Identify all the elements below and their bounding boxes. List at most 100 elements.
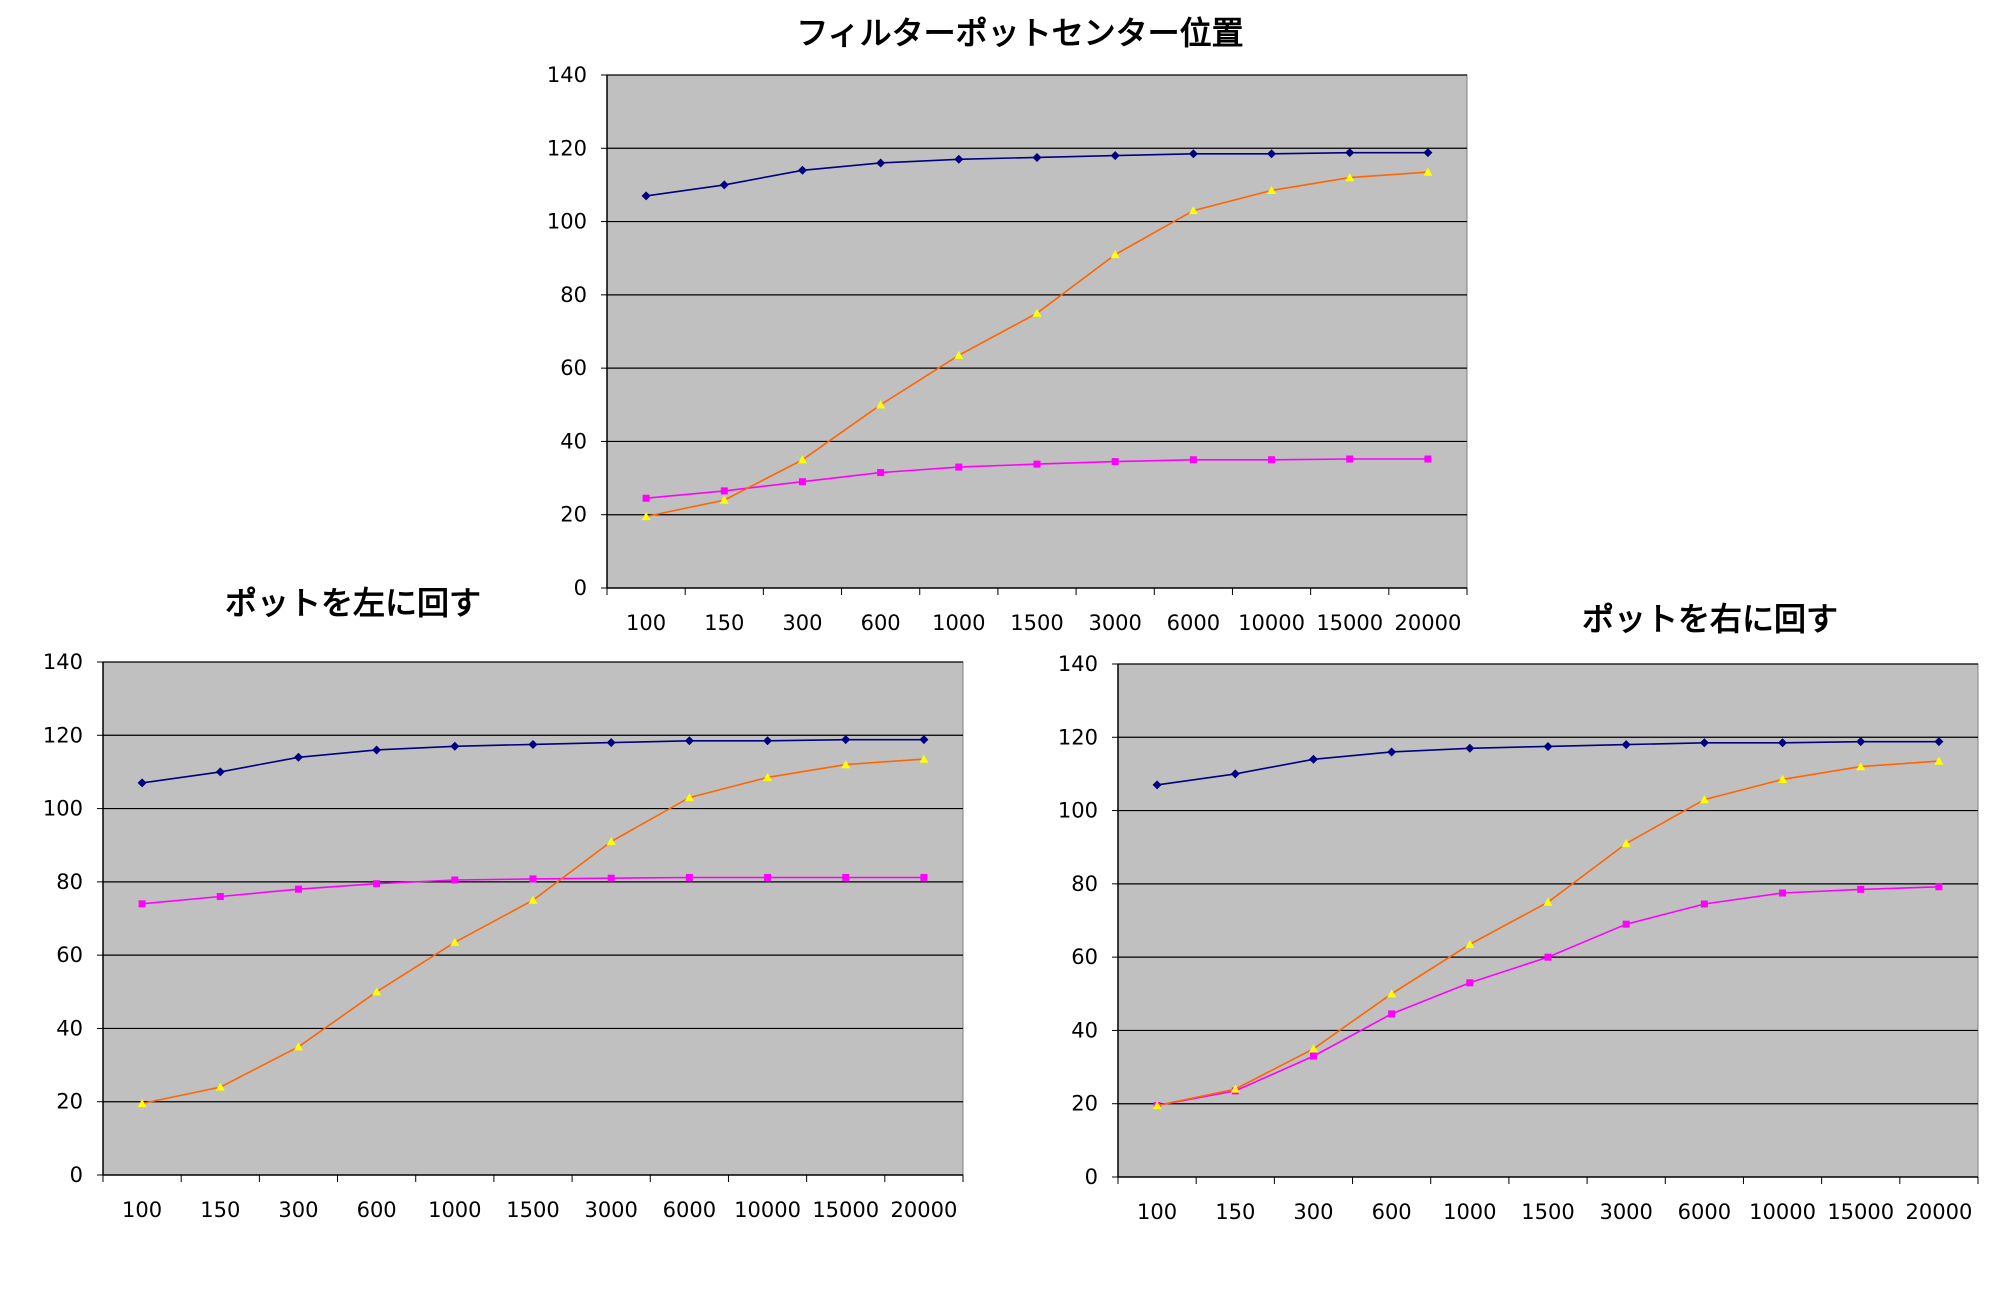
data-point-triangle [1267, 185, 1277, 195]
series-2 [1152, 756, 1944, 1110]
data-point-square [642, 494, 650, 502]
data-point-diamond [797, 165, 807, 175]
x-tick-label: 300 [278, 1198, 318, 1222]
chart-title: ポットを左に回す [225, 584, 481, 622]
plot-area [1117, 663, 1979, 1178]
y-tick-label: 40 [56, 1016, 83, 1040]
y-tick-label: 60 [56, 943, 83, 967]
data-point-triangle [1465, 939, 1475, 948]
data-point-triangle [1934, 756, 1944, 765]
data-point-square [451, 876, 459, 884]
x-tick-label: 300 [1293, 1200, 1333, 1224]
data-point-square [955, 463, 963, 471]
data-point-diamond [528, 739, 538, 749]
data-point-diamond [1267, 149, 1277, 159]
data-point-diamond [1856, 737, 1866, 747]
y-tick-label: 0 [1085, 1165, 1098, 1189]
data-point-triangle [1230, 1084, 1240, 1093]
x-tick-label: 15000 [812, 1198, 879, 1222]
data-point-diamond [450, 741, 460, 751]
y-tick-label: 80 [1071, 872, 1098, 896]
x-tick-label: 10000 [734, 1198, 801, 1222]
data-point-triangle [1110, 250, 1120, 259]
data-point-triangle [1308, 1044, 1318, 1053]
data-point-diamond [1152, 780, 1162, 790]
y-tick-label: 80 [56, 870, 83, 894]
data-point-square [138, 900, 146, 908]
data-point-square [1622, 920, 1630, 928]
data-point-diamond [641, 191, 651, 201]
x-tick-label: 600 [1372, 1200, 1412, 1224]
x-tick-label: 6000 [663, 1198, 716, 1222]
data-point-triangle [919, 754, 929, 763]
data-point-triangle [1699, 795, 1709, 804]
x-tick-label: 150 [1215, 1200, 1255, 1224]
x-tick-label: 10000 [1749, 1200, 1816, 1224]
x-tick-label: 10000 [1238, 611, 1305, 635]
data-point-diamond [293, 752, 303, 762]
data-point-diamond [606, 738, 616, 748]
data-point-diamond [719, 180, 729, 190]
y-tick-label: 140 [1058, 652, 1098, 676]
y-tick-label: 0 [70, 1163, 83, 1187]
data-point-square [877, 469, 885, 477]
data-point-square [1111, 458, 1119, 466]
x-tick-label: 150 [200, 1198, 240, 1222]
series-1 [138, 873, 928, 908]
data-point-diamond [1032, 152, 1042, 162]
data-point-square [294, 885, 302, 893]
x-tick-label: 6000 [1167, 611, 1220, 635]
data-point-diamond [1543, 741, 1553, 751]
data-point-square [1700, 900, 1708, 908]
series-0 [641, 148, 1433, 201]
data-point-square [685, 873, 693, 881]
x-tick-label: 3000 [584, 1198, 637, 1222]
data-point-square [1935, 883, 1943, 891]
x-tick-label: 3000 [1599, 1200, 1652, 1224]
data-point-square [1424, 455, 1432, 463]
data-point-square [720, 487, 728, 495]
data-point-square [920, 873, 928, 881]
plot-area [606, 74, 1468, 589]
chart-title: ポットを右に回す [1582, 600, 1838, 638]
y-tick-label: 100 [547, 210, 587, 234]
x-tick-label: 1500 [1521, 1200, 1574, 1224]
data-point-diamond [1465, 743, 1475, 753]
data-point-diamond [1188, 149, 1198, 159]
y-tick-label: 100 [43, 797, 83, 821]
data-point-triangle [137, 1099, 147, 1108]
data-point-triangle [954, 350, 964, 359]
y-tick-label: 100 [1058, 799, 1098, 823]
data-point-triangle [1423, 167, 1433, 176]
data-point-triangle [1345, 173, 1355, 182]
data-point-triangle [1856, 762, 1866, 771]
data-point-triangle [606, 837, 616, 846]
data-point-diamond [1345, 148, 1355, 158]
data-point-triangle [1778, 774, 1788, 784]
series-2 [137, 754, 929, 1108]
data-point-triangle [876, 400, 886, 409]
x-tick-label: 1000 [428, 1198, 481, 1222]
y-tick-label: 120 [43, 723, 83, 747]
data-point-triangle [1032, 308, 1042, 317]
data-point-triangle [1543, 897, 1553, 906]
x-tick-label: 1500 [1010, 611, 1063, 635]
x-tick-label: 15000 [1316, 611, 1383, 635]
data-point-triangle [1387, 989, 1397, 998]
y-tick-label: 140 [43, 650, 83, 674]
data-point-square [1388, 1010, 1396, 1018]
data-point-triangle [215, 1082, 225, 1091]
data-point-diamond [1699, 738, 1709, 748]
data-point-diamond [215, 767, 225, 777]
x-tick-label: 20000 [1395, 611, 1462, 635]
x-tick-label: 3000 [1088, 611, 1141, 635]
data-point-square [1189, 456, 1197, 464]
x-tick-label: 150 [704, 611, 744, 635]
chart-pot-left: ポットを左に回す 0 20 40 60 80 100 120 140 100 150 300 600 1… [43, 584, 964, 1222]
chart-filter-pot-center: フィルターポットセンター位置 0 20 40 60 80 100 120 140 100 150 3… [547, 14, 1468, 635]
x-tick-label: 100 [122, 1198, 162, 1222]
data-point-triangle [841, 760, 851, 769]
series-0 [137, 735, 929, 788]
chart-pot-right: ポットを右に回す 0 20 40 60 80 100 120 140 100 150 300 600 1… [1058, 600, 1979, 1224]
chart-title: フィルターポットセンター位置 [796, 14, 1243, 52]
